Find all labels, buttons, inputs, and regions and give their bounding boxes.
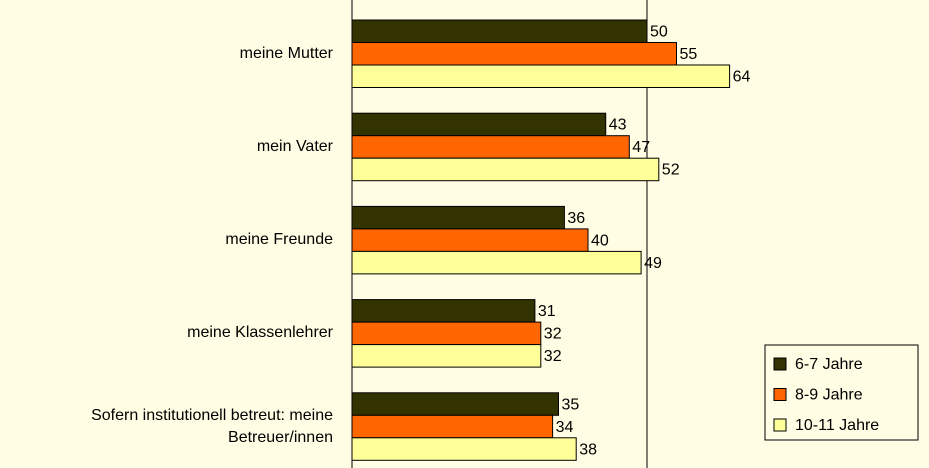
data-label: 55 — [680, 46, 698, 63]
bar — [351, 42, 677, 66]
data-label: 40 — [591, 232, 609, 249]
y-tick-label: Sofern institutionell betreut: meine Bet… — [91, 406, 333, 446]
data-label: 50 — [650, 23, 668, 40]
y-tick-label: meine Freunde — [225, 231, 333, 249]
bar — [351, 299, 536, 323]
data-label: 34 — [556, 419, 574, 436]
bar — [351, 205, 565, 230]
y-tick-label: meine Mutter — [239, 44, 333, 62]
data-label: 43 — [609, 117, 627, 134]
data-label: 35 — [562, 396, 580, 413]
legend — [764, 344, 919, 441]
data-label: 49 — [644, 255, 662, 272]
bar — [351, 414, 554, 439]
data-label: 32 — [544, 348, 562, 365]
bar — [351, 19, 648, 43]
data-label: 38 — [579, 441, 597, 458]
bar — [351, 392, 559, 416]
bar — [351, 250, 642, 275]
y-tick-label: mein Vater — [256, 137, 333, 155]
data-label: 47 — [632, 139, 650, 156]
bar — [351, 157, 660, 182]
y-tick-label: meine Klassenlehrer — [187, 324, 333, 342]
bar — [351, 228, 589, 252]
data-label: 36 — [567, 210, 585, 227]
legend-swatch — [773, 357, 787, 371]
data-label: 31 — [538, 303, 556, 320]
legend-label: 10-11 Jahre — [795, 417, 879, 434]
legend-label: 6-7 Jahre — [795, 356, 863, 373]
bar — [351, 112, 607, 137]
data-label: 32 — [544, 326, 562, 343]
legend-swatch — [773, 388, 787, 401]
data-label: 64 — [733, 68, 751, 85]
legend-label: 8-9 Jahre — [795, 387, 863, 404]
bar — [351, 437, 577, 461]
bar — [351, 64, 731, 88]
legend-swatch — [773, 418, 787, 432]
bar — [351, 344, 542, 368]
data-label: 52 — [662, 162, 680, 179]
bar — [351, 321, 542, 346]
bar — [351, 135, 630, 159]
